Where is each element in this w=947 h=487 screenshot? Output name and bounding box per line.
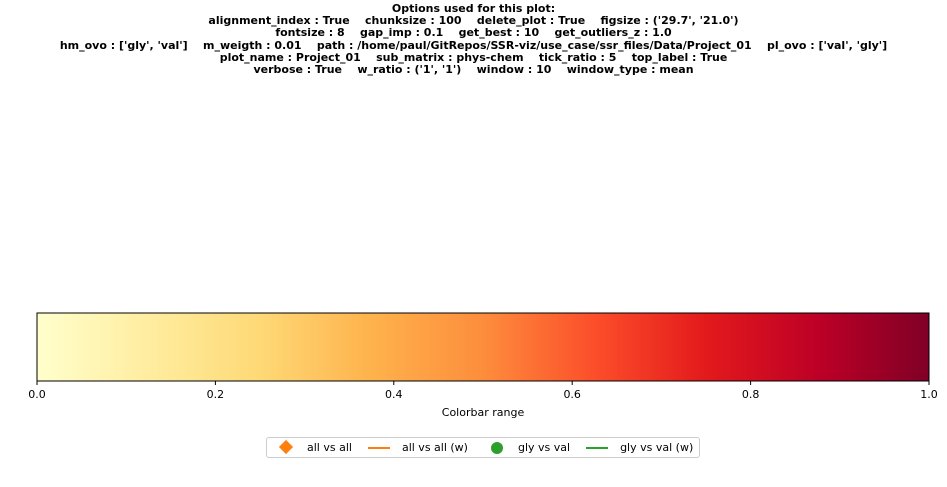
tick-label: 0.4 — [385, 388, 403, 401]
line-marker-icon — [367, 441, 396, 455]
legend-label: gly vs val (w) — [620, 441, 694, 454]
legend-label: all vs all — [307, 441, 352, 454]
options-line-4: plot_name : Project_01 sub_matrix : phys… — [219, 50, 728, 64]
legend-item-all-vs-all-w: all vs all (w) — [367, 441, 468, 455]
legend: all vs all all vs all (w) gly vs val gly… — [266, 437, 701, 458]
legend-item-all-vs-all: all vs all — [273, 441, 352, 455]
tick-label: 0.8 — [742, 388, 760, 401]
options-line-3: hm_ovo : ['gly', 'val'] m_weigth : 0.01 … — [59, 38, 888, 52]
tick-label: 0.2 — [207, 388, 225, 401]
colorbar — [36, 312, 930, 382]
tick-label: 1.0 — [920, 388, 938, 401]
legend-label: gly vs val — [517, 441, 571, 454]
circle-marker-icon — [484, 441, 512, 455]
colorbar-xlabel: Colorbar range — [442, 406, 525, 419]
plot-options: Options used for this plot: alignment_in… — [0, 2, 947, 77]
options-line-5: verbose : True w_ratio : ('1', '1') wind… — [253, 63, 694, 77]
diamond-marker-icon — [273, 441, 301, 455]
tick-label: 0.6 — [563, 388, 581, 401]
tick-label: 0.0 — [28, 388, 46, 401]
colorbar-chart: 0.0 0.2 0.4 0.6 0.8 1.0 Colorbar range — [28, 312, 938, 419]
options-title: Options used for this plot: — [391, 2, 556, 15]
options-line-2: fontsize : 8 gap_imp : 0.1 get_best : 10… — [275, 26, 672, 40]
legend-label: all vs all (w) — [401, 441, 468, 454]
legend-item-gly-vs-val: gly vs val — [484, 441, 570, 455]
line-marker-icon — [586, 441, 614, 455]
options-line-1: alignment_index : True chunksize : 100 d… — [208, 14, 739, 28]
legend-item-gly-vs-val-w: gly vs val (w) — [586, 441, 693, 455]
colorbar-ticks: 0.0 0.2 0.4 0.6 0.8 1.0 — [28, 381, 938, 401]
